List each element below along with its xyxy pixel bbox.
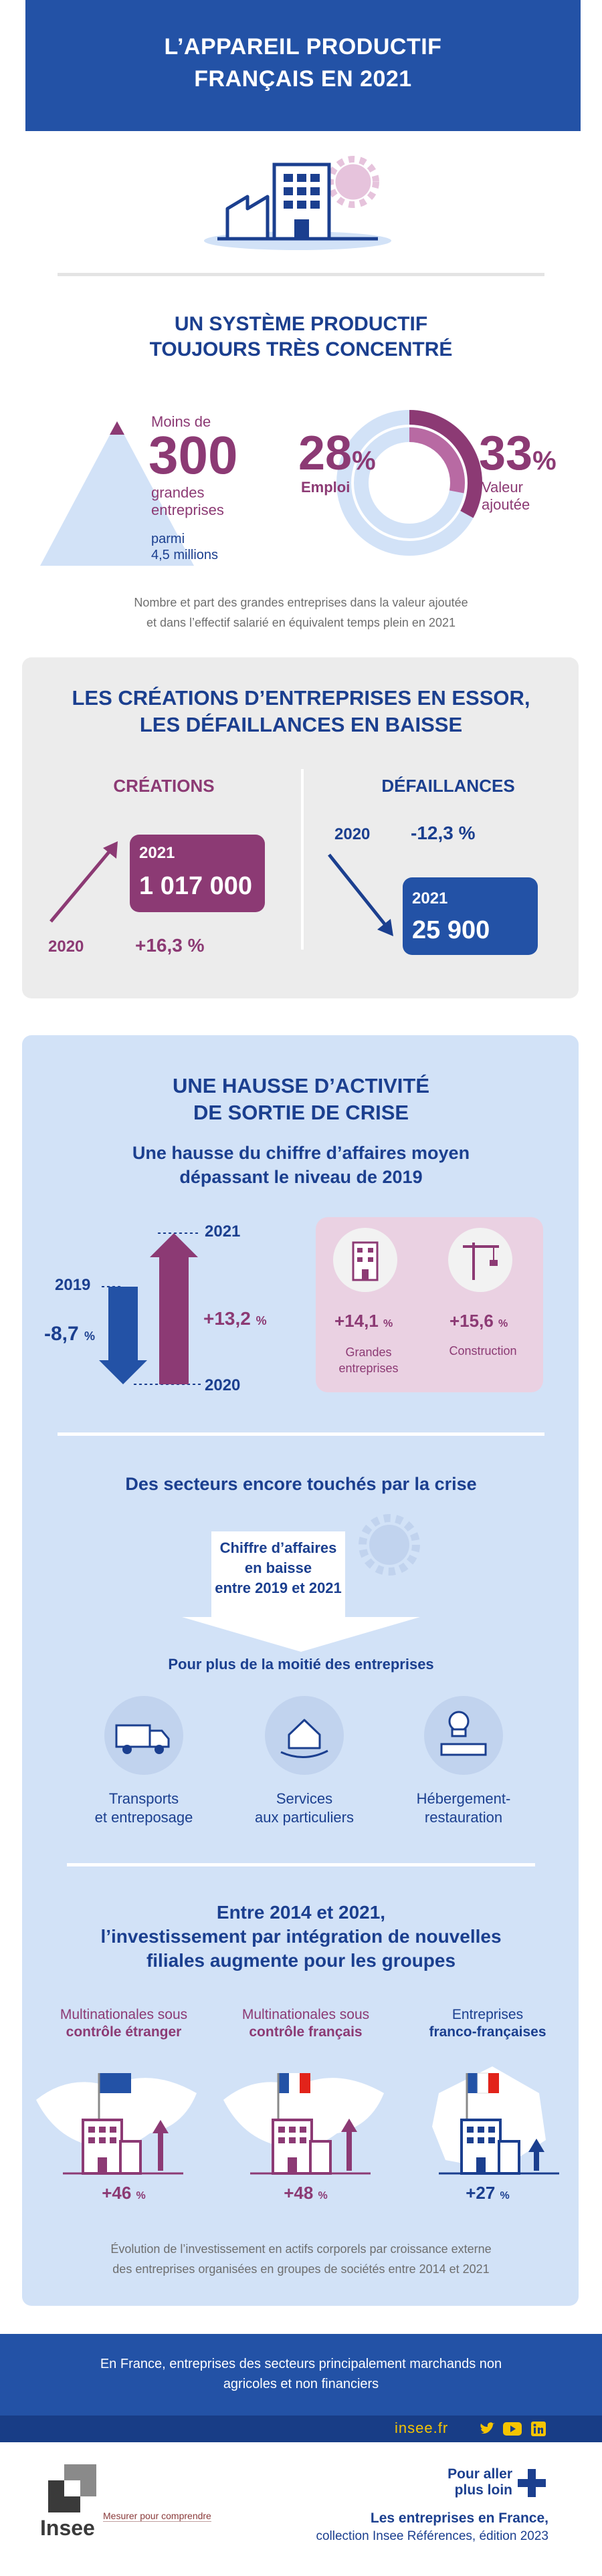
group-3-label: Entreprises franco-françaises xyxy=(429,2007,546,2040)
services-label: Services aux particuliers xyxy=(255,1790,354,1826)
reference-subtitle: collection Insee Références, édition 202… xyxy=(316,2529,548,2543)
va-share-arc xyxy=(409,410,482,518)
divider xyxy=(67,1863,535,1866)
header-banner: L’APPAREIL PRODUCTIF FRANÇAIS EN 2021 xyxy=(25,0,581,131)
page-title: L’APPAREIL PRODUCTIF FRANÇAIS EN 2021 xyxy=(25,31,581,95)
insee-logo-text: Insee xyxy=(40,2516,95,2540)
ca-rise-bar xyxy=(159,1257,189,1384)
linkedin-icon[interactable] xyxy=(531,2422,546,2436)
ca-drop-value: -8,7 % xyxy=(44,1323,96,1345)
emploi-share-arc xyxy=(409,427,465,494)
creations-base-year: 2020 xyxy=(48,938,84,956)
defaillances-change: -12,3 % xyxy=(411,823,476,843)
chef-bed-icon xyxy=(440,1711,487,1756)
group-3-value: +27 % xyxy=(466,2183,510,2203)
donut-chart xyxy=(336,410,482,556)
grandes-entreprises-label: Grandes entreprises xyxy=(338,1346,399,1375)
section-2-title: LES CRÉATIONS D’ENTREPRISES EN ESSOR, LE… xyxy=(72,686,530,736)
construction-label: Construction xyxy=(449,1344,517,1358)
section-1-title: UN SYSTÈME PRODUCTIF TOUJOURS TRÈS CONCE… xyxy=(149,313,453,360)
grandes-entreprises-icon-circle xyxy=(333,1228,397,1292)
group-2-value: +48 % xyxy=(284,2183,328,2203)
building-icon xyxy=(352,1241,379,1281)
insee-site-link[interactable]: insee.fr xyxy=(395,2420,449,2436)
moitie-label: Pour plus de la moitié des entreprises xyxy=(168,1656,434,1673)
reference-title[interactable]: Les entreprises en France, xyxy=(370,2510,548,2526)
sectors-title: Des secteurs encore touchés par la crise xyxy=(125,1474,477,1494)
down-arrow xyxy=(328,853,393,936)
ca-arrows xyxy=(99,1232,201,1385)
investissement-title: Entre 2014 et 2021, l’investissement par… xyxy=(100,1902,502,1971)
va-value: 33% xyxy=(479,427,557,480)
transports-label: Transports et entreposage xyxy=(94,1790,193,1826)
ca-callout xyxy=(182,1514,420,1652)
footer-bar: insee.fr xyxy=(0,2416,602,2442)
big-number: 300 xyxy=(148,425,238,485)
youtube-icon[interactable] xyxy=(503,2422,522,2436)
footer-banner: En France, entreprises des secteurs prin… xyxy=(0,2334,602,2416)
ca-callout-text: Chiffre d’affaires en baisse entre 2019 … xyxy=(215,1539,342,1596)
construction-icon-circle xyxy=(448,1228,512,1292)
foreign-group-illustration xyxy=(36,2073,197,2175)
franco-francaise-illustration xyxy=(432,2066,559,2175)
factory-illustration xyxy=(204,156,391,250)
section-1-caption: Nombre et part des grandes entreprises d… xyxy=(134,596,468,629)
hebergement-icon-circle xyxy=(424,1696,503,1775)
creations-badge: 2021 1 017 000 xyxy=(130,835,265,912)
transports-icon-circle xyxy=(104,1696,183,1775)
ca-rise-value: +13,2 % xyxy=(203,1308,267,1329)
insee-tagline: Mesurer pour comprendre xyxy=(103,2510,211,2522)
defaillances-heading: DÉFAILLANCES xyxy=(381,776,515,796)
section-2-divider xyxy=(301,769,304,950)
title-line-1: L’APPAREIL PRODUCTIF xyxy=(164,34,442,60)
grandes-entreprises-value: +14,1 % xyxy=(334,1311,393,1331)
pyramid-graphic xyxy=(40,421,194,566)
defaillances-badge: 2021 25 900 xyxy=(403,877,538,955)
services-icon-circle xyxy=(265,1696,344,1775)
section-3-title: UNE HAUSSE D’ACTIVITÉ DE SORTIE DE CRISE xyxy=(172,1074,430,1124)
divider xyxy=(58,1432,544,1436)
twitter-icon[interactable] xyxy=(479,2422,495,2436)
emploi-value: 28% xyxy=(298,427,376,480)
french-group-illustration xyxy=(223,2073,384,2175)
plus-icon[interactable] xyxy=(516,2468,547,2498)
section-3-subtitle: Une hausse du chiffre d’affaires moyen d… xyxy=(132,1143,470,1187)
creations-heading: CRÉATIONS xyxy=(113,776,215,796)
construction-value: +15,6 % xyxy=(449,1311,508,1331)
year-2021-label: 2021 xyxy=(205,1222,241,1241)
up-arrow xyxy=(49,841,118,923)
group-1-label: Multinationales sous contrôle étranger xyxy=(60,2007,188,2040)
group-1-value: +46 % xyxy=(102,2183,146,2203)
insee-logo-mark xyxy=(48,2464,96,2512)
parmi-label: parmi 4,5 millions xyxy=(151,532,219,562)
crane-icon xyxy=(463,1243,499,1280)
ca-drop-bar xyxy=(108,1287,138,1360)
pour-aller-plus-loin: Pour aller plus loin xyxy=(447,2466,512,2498)
title-line-2: FRANÇAIS EN 2021 xyxy=(194,66,412,92)
divider xyxy=(58,273,544,276)
moins-de-label: Moins de xyxy=(151,413,211,430)
hebergement-label: Hébergement- restauration xyxy=(416,1790,511,1826)
truck-icon xyxy=(115,1724,170,1754)
creations-change: +16,3 % xyxy=(135,935,205,956)
va-label: Valeur ajoutée xyxy=(482,479,530,513)
footer-scope-note: En France, entreprises des secteurs prin… xyxy=(100,2357,502,2391)
year-2019-label: 2019 xyxy=(55,1276,91,1294)
grandes-entreprises-label: grandes entreprises xyxy=(151,484,224,518)
section-3-caption: Évolution de l’investissement en actifs … xyxy=(110,2242,492,2276)
emploi-label: Emploi xyxy=(301,479,350,496)
group-2-label: Multinationales sous contrôle français xyxy=(241,2007,370,2040)
year-2020-label: 2020 xyxy=(205,1376,241,1394)
house-hand-icon xyxy=(280,1719,328,1759)
defaillances-base-year: 2020 xyxy=(334,825,371,843)
